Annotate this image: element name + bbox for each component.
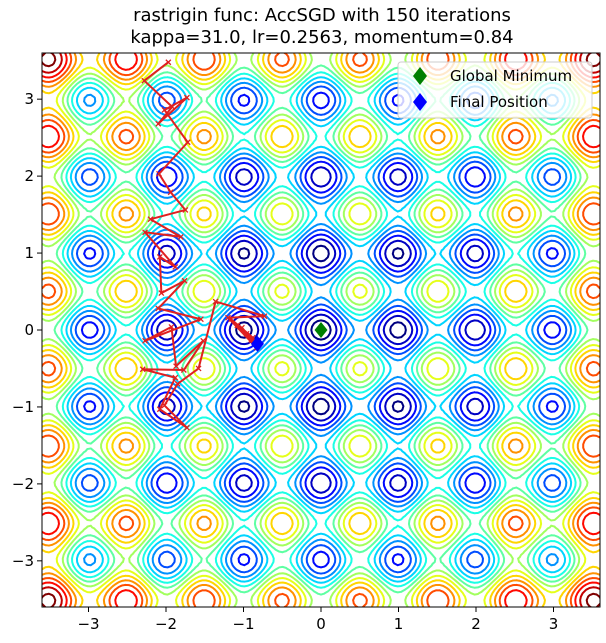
legend-label-global-minimum: Global Minimum [450, 67, 572, 85]
contour-level-6 [60, 71, 582, 589]
x-tick-label: −1 [232, 615, 254, 633]
y-tick-label: 3 [24, 90, 34, 108]
y-tick-label: 0 [24, 321, 34, 339]
x-tick-label: 3 [549, 615, 559, 633]
y-tick-label: 2 [24, 167, 34, 185]
x-tick-label: 2 [471, 615, 481, 633]
y-tick-label: −2 [12, 475, 34, 493]
legend-box [397, 61, 593, 119]
optimizer-path [141, 61, 266, 429]
path-point [228, 316, 235, 323]
contour-level-9 [42, 53, 600, 607]
marker-layer [250, 322, 328, 352]
path-point [139, 366, 146, 373]
global-minimum-marker [314, 322, 328, 338]
x-tick-label: 0 [316, 615, 326, 633]
legend-marker-global-minimum [413, 67, 427, 85]
path-point [212, 298, 219, 305]
contour-level-4 [69, 80, 573, 580]
path-point [172, 374, 179, 381]
y-tick-label: −1 [12, 398, 34, 416]
y-tick-label: 1 [24, 244, 34, 262]
axes: −3 −2 −1 0 1 2 3 −3 −2 −1 0 1 2 3 [12, 90, 558, 633]
path-point [238, 324, 245, 331]
path-point [147, 216, 154, 223]
path-point [243, 330, 250, 337]
contour-level-11 [42, 53, 600, 607]
y-tick-label: −3 [12, 552, 34, 570]
path-point [183, 424, 190, 431]
path-point [182, 207, 189, 213]
contour-level-5 [65, 76, 577, 584]
path-point [173, 363, 180, 370]
path-point [142, 337, 149, 344]
path-point [156, 406, 163, 413]
path-point [161, 402, 168, 409]
path-point [177, 233, 184, 240]
x-tick-label: −3 [77, 615, 99, 633]
contour-level-2 [80, 91, 562, 569]
path-point [161, 106, 168, 113]
legend: Global Minimum Final Position [397, 61, 593, 119]
path-point [225, 314, 231, 321]
legend-label-final-position: Final Position [450, 93, 548, 111]
path-point [195, 365, 202, 372]
contour-level-8 [42, 53, 600, 607]
legend-marker-final-position [413, 93, 427, 111]
path-point [174, 380, 181, 387]
path-point [261, 313, 268, 320]
path-point [183, 94, 190, 101]
x-tick-label: −2 [155, 615, 177, 633]
path-point [234, 322, 241, 329]
chart-title-line-1: rastrigin func: AccSGD with 150 iteratio… [133, 5, 511, 26]
path-point [158, 290, 165, 297]
path-point [142, 229, 149, 236]
contour-level-3 [74, 85, 568, 575]
path-point [156, 170, 162, 177]
path-point [155, 120, 162, 127]
path-point [167, 189, 174, 196]
path-point [184, 139, 191, 146]
path-point [155, 305, 162, 312]
path-point [156, 253, 163, 260]
path-point [168, 323, 175, 330]
path-point [197, 316, 204, 323]
path-point [200, 337, 207, 344]
final-position-marker [250, 335, 264, 352]
path-point [141, 77, 148, 84]
path-point [181, 277, 188, 284]
path-point [169, 103, 176, 110]
path-point [165, 59, 172, 66]
path-point [180, 367, 187, 373]
contour-level-13 [42, 53, 600, 607]
x-tick-label: 1 [394, 615, 404, 633]
path-point [172, 263, 179, 270]
chart-title-line-2: kappa=31.0, lr=0.2563, momentum=0.84 [130, 27, 513, 48]
